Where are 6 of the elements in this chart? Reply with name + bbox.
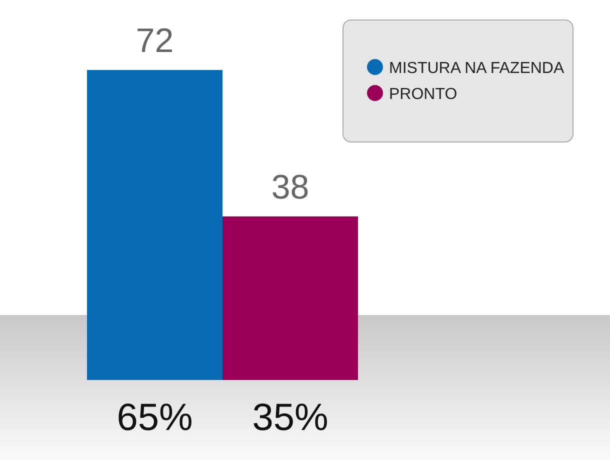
legend-label: PRONTO [389, 86, 458, 103]
x-tick-label: 35% [252, 397, 328, 439]
data-label: 38 [271, 168, 310, 206]
data-label: 72 [136, 22, 174, 60]
legend-label: MISTURA NA FAZENDA [389, 60, 564, 77]
x-tick-label: 65% [116, 397, 193, 439]
